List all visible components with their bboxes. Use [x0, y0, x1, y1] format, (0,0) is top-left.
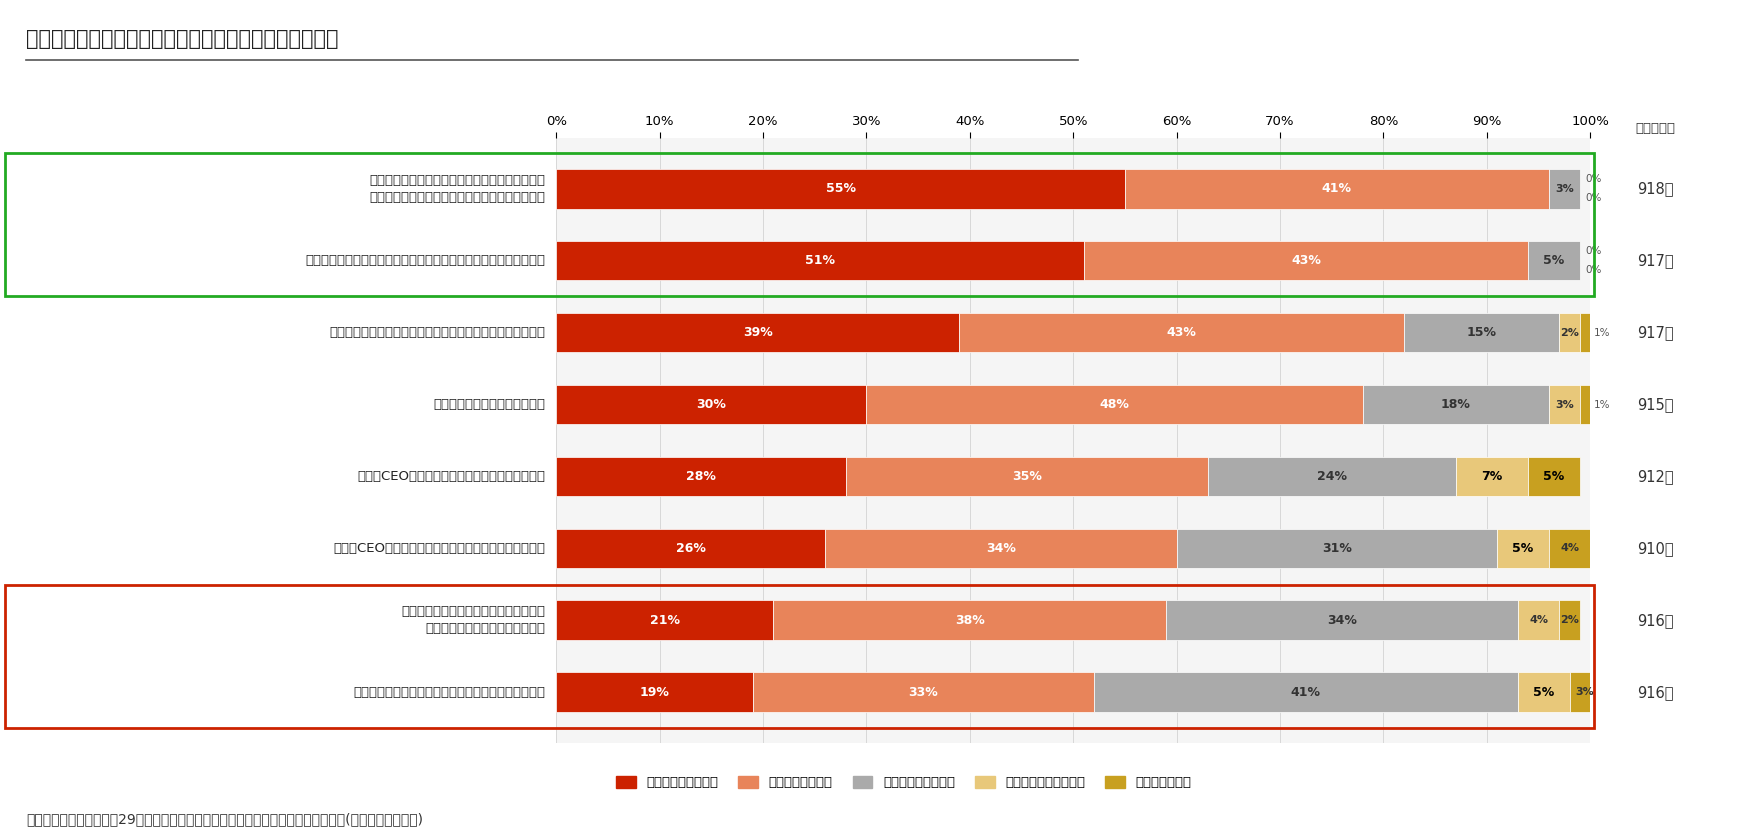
Text: 30%: 30%: [697, 398, 726, 411]
Text: 18%: 18%: [1441, 398, 1470, 411]
Text: 0%: 0%: [1585, 247, 1601, 257]
Text: 【図表４】社外取締役がどの程度役割を果たしているか: 【図表４】社外取締役がどの程度役割を果たしているか: [26, 29, 339, 50]
Bar: [1363, 385, 1549, 425]
Bar: [1580, 313, 1590, 352]
Bar: [1456, 456, 1528, 496]
Bar: [1166, 601, 1517, 640]
Text: 915社: 915社: [1637, 397, 1674, 412]
Bar: [826, 529, 1177, 568]
Bar: [556, 601, 773, 640]
Bar: [1569, 672, 1601, 712]
Text: 51%: 51%: [805, 254, 834, 267]
Bar: [753, 672, 1093, 712]
Bar: [866, 385, 1363, 425]
Text: 社長・CEOの報酬の決定に関して監督を行うこと: 社長・CEOの報酬の決定に関して監督を行うこと: [358, 470, 546, 483]
Text: 916社: 916社: [1637, 612, 1674, 628]
Text: 会社と経営陣・支配株主等との間の利益相反を監督すること: 会社と経営陣・支配株主等との間の利益相反を監督すること: [328, 326, 546, 339]
Text: 33%: 33%: [909, 685, 939, 699]
Text: 3%: 3%: [1556, 399, 1575, 409]
Text: 社長・CEOの選定・解職の決定に関して監督を行うこと: 社長・CEOの選定・解職の決定に関して監督を行うこと: [334, 542, 546, 555]
Text: 912社: 912社: [1637, 469, 1674, 484]
Text: 3%: 3%: [1576, 687, 1594, 697]
Text: 26%: 26%: [676, 542, 706, 555]
Bar: [556, 241, 1083, 280]
Text: 38%: 38%: [954, 614, 985, 627]
Text: 0%: 0%: [1585, 193, 1601, 203]
Text: 5%: 5%: [1533, 685, 1554, 699]
Text: 4%: 4%: [1529, 615, 1549, 625]
Text: 0%: 0%: [1585, 175, 1601, 185]
Bar: [1559, 313, 1580, 352]
Text: 24%: 24%: [1317, 470, 1347, 483]
Text: 21%: 21%: [650, 614, 680, 627]
Text: リスク管理体制を構築すること: リスク管理体制を構築すること: [433, 398, 546, 411]
Text: 2%: 2%: [1561, 615, 1580, 625]
Text: 3%: 3%: [1556, 184, 1575, 194]
Text: 917社: 917社: [1637, 325, 1674, 340]
Text: 19%: 19%: [640, 685, 669, 699]
Text: 43%: 43%: [1166, 326, 1197, 339]
Text: 4%: 4%: [1561, 544, 1580, 554]
Bar: [1093, 672, 1517, 712]
Bar: [1528, 456, 1580, 496]
Text: 出所：経済産業省「平成29年度コーポレートガバナンスに関するアンケート調査」(枠囲みは筆者追記): 出所：経済産業省「平成29年度コーポレートガバナンスに関するアンケート調査」(枠…: [26, 812, 422, 826]
Text: 41%: 41%: [1323, 182, 1352, 195]
Bar: [1549, 529, 1590, 568]
Text: 39%: 39%: [742, 326, 773, 339]
Text: 48%: 48%: [1100, 398, 1130, 411]
Text: 43%: 43%: [1291, 254, 1321, 267]
Text: 有効回答数: 有効回答数: [1635, 122, 1675, 135]
Text: 910社: 910社: [1637, 541, 1674, 556]
Text: 55%: 55%: [826, 182, 855, 195]
Text: 34%: 34%: [985, 542, 1015, 555]
Bar: [1528, 241, 1580, 280]
Bar: [556, 313, 959, 352]
Text: 2%: 2%: [1561, 327, 1580, 337]
Text: 916社: 916社: [1637, 685, 1674, 700]
Bar: [1549, 385, 1580, 425]
Text: 15%: 15%: [1467, 326, 1496, 339]
Text: 経営の方针や経営改善について、経営陣への有益な助言を行うこと: 経営の方针や経営改善について、経営陣への有益な助言を行うこと: [306, 254, 546, 267]
Bar: [1404, 313, 1559, 352]
Bar: [1124, 169, 1549, 209]
Text: 5%: 5%: [1543, 254, 1564, 267]
Bar: [1517, 601, 1559, 640]
Bar: [556, 456, 846, 496]
Bar: [1496, 529, 1549, 568]
Text: 7%: 7%: [1481, 470, 1503, 483]
Text: 5%: 5%: [1512, 542, 1533, 555]
Text: 41%: 41%: [1291, 685, 1321, 699]
Bar: [1208, 456, 1456, 496]
Bar: [846, 456, 1208, 496]
Text: 918社: 918社: [1637, 181, 1674, 196]
Bar: [1517, 672, 1569, 712]
Bar: [1083, 241, 1528, 280]
Text: 少数株主の意見を、取締役会に適切に反映させること: 少数株主の意見を、取締役会に適切に反映させること: [353, 685, 546, 699]
Text: 35%: 35%: [1012, 470, 1041, 483]
Text: 1%: 1%: [1594, 327, 1609, 337]
Bar: [1559, 601, 1580, 640]
Bar: [1580, 385, 1590, 425]
Text: 取締役会における議決権の行使等を通じ、会社の
重要な意思決定に関して、経営の監督を行うこと: 取締役会における議決権の行使等を通じ、会社の 重要な意思決定に関して、経営の監督…: [368, 174, 546, 204]
Bar: [556, 385, 866, 425]
Bar: [773, 601, 1166, 640]
Text: 5%: 5%: [1543, 470, 1564, 483]
Bar: [556, 672, 753, 712]
Bar: [1549, 169, 1580, 209]
Bar: [1177, 529, 1496, 568]
Text: 0%: 0%: [1585, 265, 1601, 275]
Text: 28%: 28%: [687, 470, 716, 483]
Text: 1%: 1%: [1594, 399, 1609, 409]
Bar: [556, 169, 1124, 209]
Text: 31%: 31%: [1323, 542, 1352, 555]
Text: 34%: 34%: [1328, 614, 1357, 627]
Text: 株主以外のステークホルダーの意見を、
取締役会に適切に反映させること: 株主以外のステークホルダーの意見を、 取締役会に適切に反映させること: [401, 605, 546, 635]
Bar: [959, 313, 1404, 352]
Text: 917社: 917社: [1637, 253, 1674, 268]
Legend: 十分に果たしている, 概ね果たしている, どちらともいえない, あまり果たしていない, 果たしていない: 十分に果たしている, 概ね果たしている, どちらともいえない, あまり果たしてい…: [612, 771, 1196, 795]
Bar: [556, 529, 826, 568]
